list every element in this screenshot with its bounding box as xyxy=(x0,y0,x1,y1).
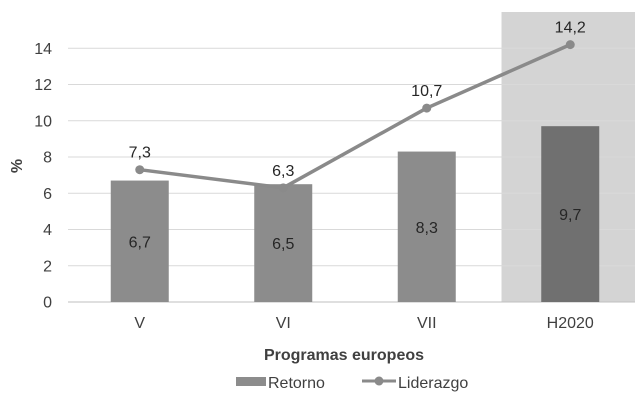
point-liderazgo xyxy=(422,104,431,113)
line-value-label: 7,3 xyxy=(129,145,151,162)
line-value-label: 6,3 xyxy=(272,163,294,180)
y-tick-label: 8 xyxy=(43,150,52,167)
y-tick-label: 0 xyxy=(43,295,52,312)
y-tick-label: 12 xyxy=(34,77,52,94)
y-axis-title: % xyxy=(9,159,26,173)
legend-label-retorno: Retorno xyxy=(268,375,325,392)
x-tick-label: VII xyxy=(417,315,437,332)
legend-marker-liderazgo xyxy=(375,377,384,386)
y-tick-label: 4 xyxy=(43,222,52,239)
legend: Retorno Liderazgo xyxy=(236,375,468,392)
y-tick-label: 14 xyxy=(34,41,52,58)
bar-value-label: 8,3 xyxy=(416,220,438,237)
y-tick-label: 2 xyxy=(43,258,52,275)
line-value-label: 14,2 xyxy=(555,20,586,37)
line-value-label: 10,7 xyxy=(411,83,442,100)
x-tick-label: H2020 xyxy=(547,315,594,332)
x-tick-label: VI xyxy=(276,315,291,332)
legend-swatch-retorno xyxy=(236,377,266,386)
x-axis-title: Programas europeos xyxy=(264,347,424,364)
x-tick-label: V xyxy=(134,315,145,332)
point-liderazgo xyxy=(135,165,144,174)
bar-value-label: 6,7 xyxy=(129,234,151,251)
legend-label-liderazgo: Liderazgo xyxy=(398,375,468,392)
bar-value-label: 9,7 xyxy=(559,207,581,224)
point-liderazgo xyxy=(566,40,575,49)
bar-value-label: 6,5 xyxy=(272,236,294,253)
y-tick-label: 10 xyxy=(34,113,52,130)
point-liderazgo xyxy=(279,183,288,192)
y-tick-label: 6 xyxy=(43,186,52,203)
